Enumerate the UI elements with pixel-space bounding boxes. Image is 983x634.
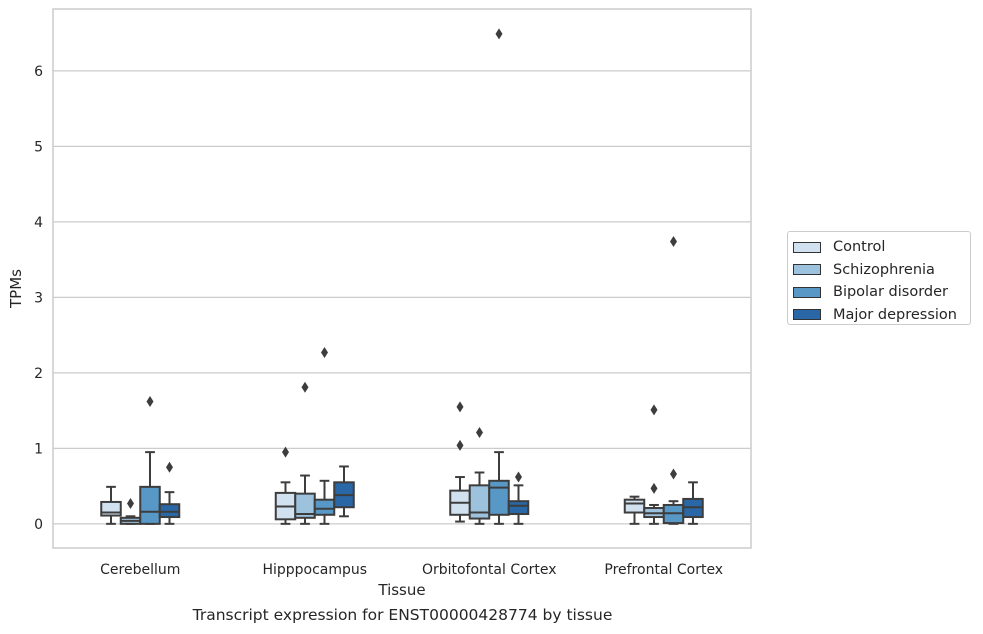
box-hipppocampus-schizophrenia-outlier-0 [301,381,309,393]
box-cerebellum-major-depression-outlier-0 [166,461,173,473]
box-cerebellum-major-depression [158,461,181,525]
box-prefrontal-cortex-control-iqr [623,498,646,514]
box-orbitofontal-cortex-control [449,401,471,523]
legend-label-bipolar-disorder: Bipolar disorder [833,284,948,301]
box-prefrontal-cortex-schizophrenia-outlier-1 [650,404,658,416]
box-prefrontal-cortex-schizophrenia-outlier-0 [650,482,658,494]
box-plots [100,28,704,525]
legend-swatch-control [793,241,821,253]
box-hipppocampus-control-outlier-0 [282,446,289,458]
box-cerebellum-schizophrenia-outlier-0 [127,497,134,509]
plot-frame [52,8,752,549]
box-prefrontal-cortex-schizophrenia [643,404,665,525]
y-tick-label-2: 2 [34,366,43,382]
box-hipppocampus-schizophrenia [294,381,316,525]
y-tick-label-4: 4 [34,215,43,231]
y-axis-label: TPMs [7,269,25,309]
x-tick-label-prefrontal-cortex: Prefrontal Cortex [604,562,723,578]
legend-swatch-major-depression [793,309,821,321]
chart-caption: Transcript expression for ENST0000042877… [192,606,613,624]
box-orbitofontal-cortex-major-depression-outlier-0 [515,471,522,483]
box-prefrontal-cortex-bipolar-disorder-outlier-0 [670,468,677,480]
y-tick-label-0: 0 [34,517,43,533]
box-cerebellum-bipolar-disorder [139,396,161,525]
box-prefrontal-cortex-bipolar-disorder-outlier-1 [670,236,677,248]
legend-item-control: Control [793,236,970,259]
x-tick-label-orbitofontal-cortex: Orbitofontal Cortex [422,562,557,578]
legend-label-major-depression: Major depression [833,306,957,323]
legend-item-schizophrenia: Schizophrenia [793,259,970,282]
legend-item-bipolar-disorder: Bipolar disorder [793,281,970,304]
box-cerebellum-control [100,485,122,525]
box-orbitofontal-cortex-control-outlier-0 [456,439,464,451]
y-tick-labels: 0 1 2 3 4 5 6 [34,64,43,533]
box-cerebellum-bipolar-disorder-outlier-0 [146,396,154,408]
legend-label-schizophrenia: Schizophrenia [833,261,935,278]
box-cerebellum-bipolar-disorder-iqr [139,485,161,525]
box-orbitofontal-cortex-control-outlier-1 [456,401,464,413]
x-tick-labels: Cerebellum Hipppocampus Orbitofontal Corte… [100,562,723,578]
legend-label-control: Control [833,239,886,256]
y-tick-label-6: 6 [34,64,43,80]
legend-swatch-bipolar-disorder [793,286,821,298]
box-hipppocampus-major-depression [333,465,355,518]
x-tick-label-hipppocampus: Hipppocampus [262,562,367,578]
box-hipppocampus-bipolar-disorder [313,346,336,525]
legend: Control Schizophrenia Bipolar disorder M… [787,231,971,325]
box-orbitofontal-cortex-major-depression-iqr [507,500,530,516]
box-hipppocampus-bipolar-disorder-iqr [313,498,336,516]
x-axis-label: Tissue [377,581,425,599]
x-tick-label-cerebellum: Cerebellum [100,562,180,578]
legend-item-major-depression: Major depression [793,304,970,327]
box-orbitofontal-cortex-schizophrenia-iqr [468,484,491,520]
box-orbitofontal-cortex-bipolar-disorder [488,28,510,525]
box-cerebellum-schizophrenia [119,497,142,525]
box-hipppocampus-control [274,446,297,525]
box-orbitofontal-cortex-schizophrenia [468,427,491,525]
box-prefrontal-cortex-control [623,495,646,525]
box-orbitofontal-cortex-bipolar-disorder-iqr [488,479,510,516]
box-hipppocampus-bipolar-disorder-outlier-0 [321,346,328,358]
box-prefrontal-cortex-bipolar-disorder [662,236,685,525]
box-cerebellum-major-depression-iqr [158,503,181,519]
y-tick-label-3: 3 [34,290,43,306]
box-orbitofontal-cortex-schizophrenia-outlier-0 [476,427,483,438]
y-tick-label-1: 1 [34,441,43,457]
gridlines [53,70,751,525]
y-tick-label-5: 5 [34,139,43,155]
box-prefrontal-cortex-major-depression [682,481,704,525]
box-orbitofontal-cortex-bipolar-disorder-outlier-0 [495,28,503,40]
legend-swatch-schizophrenia [793,264,821,276]
box-orbitofontal-cortex-major-depression [507,471,530,525]
